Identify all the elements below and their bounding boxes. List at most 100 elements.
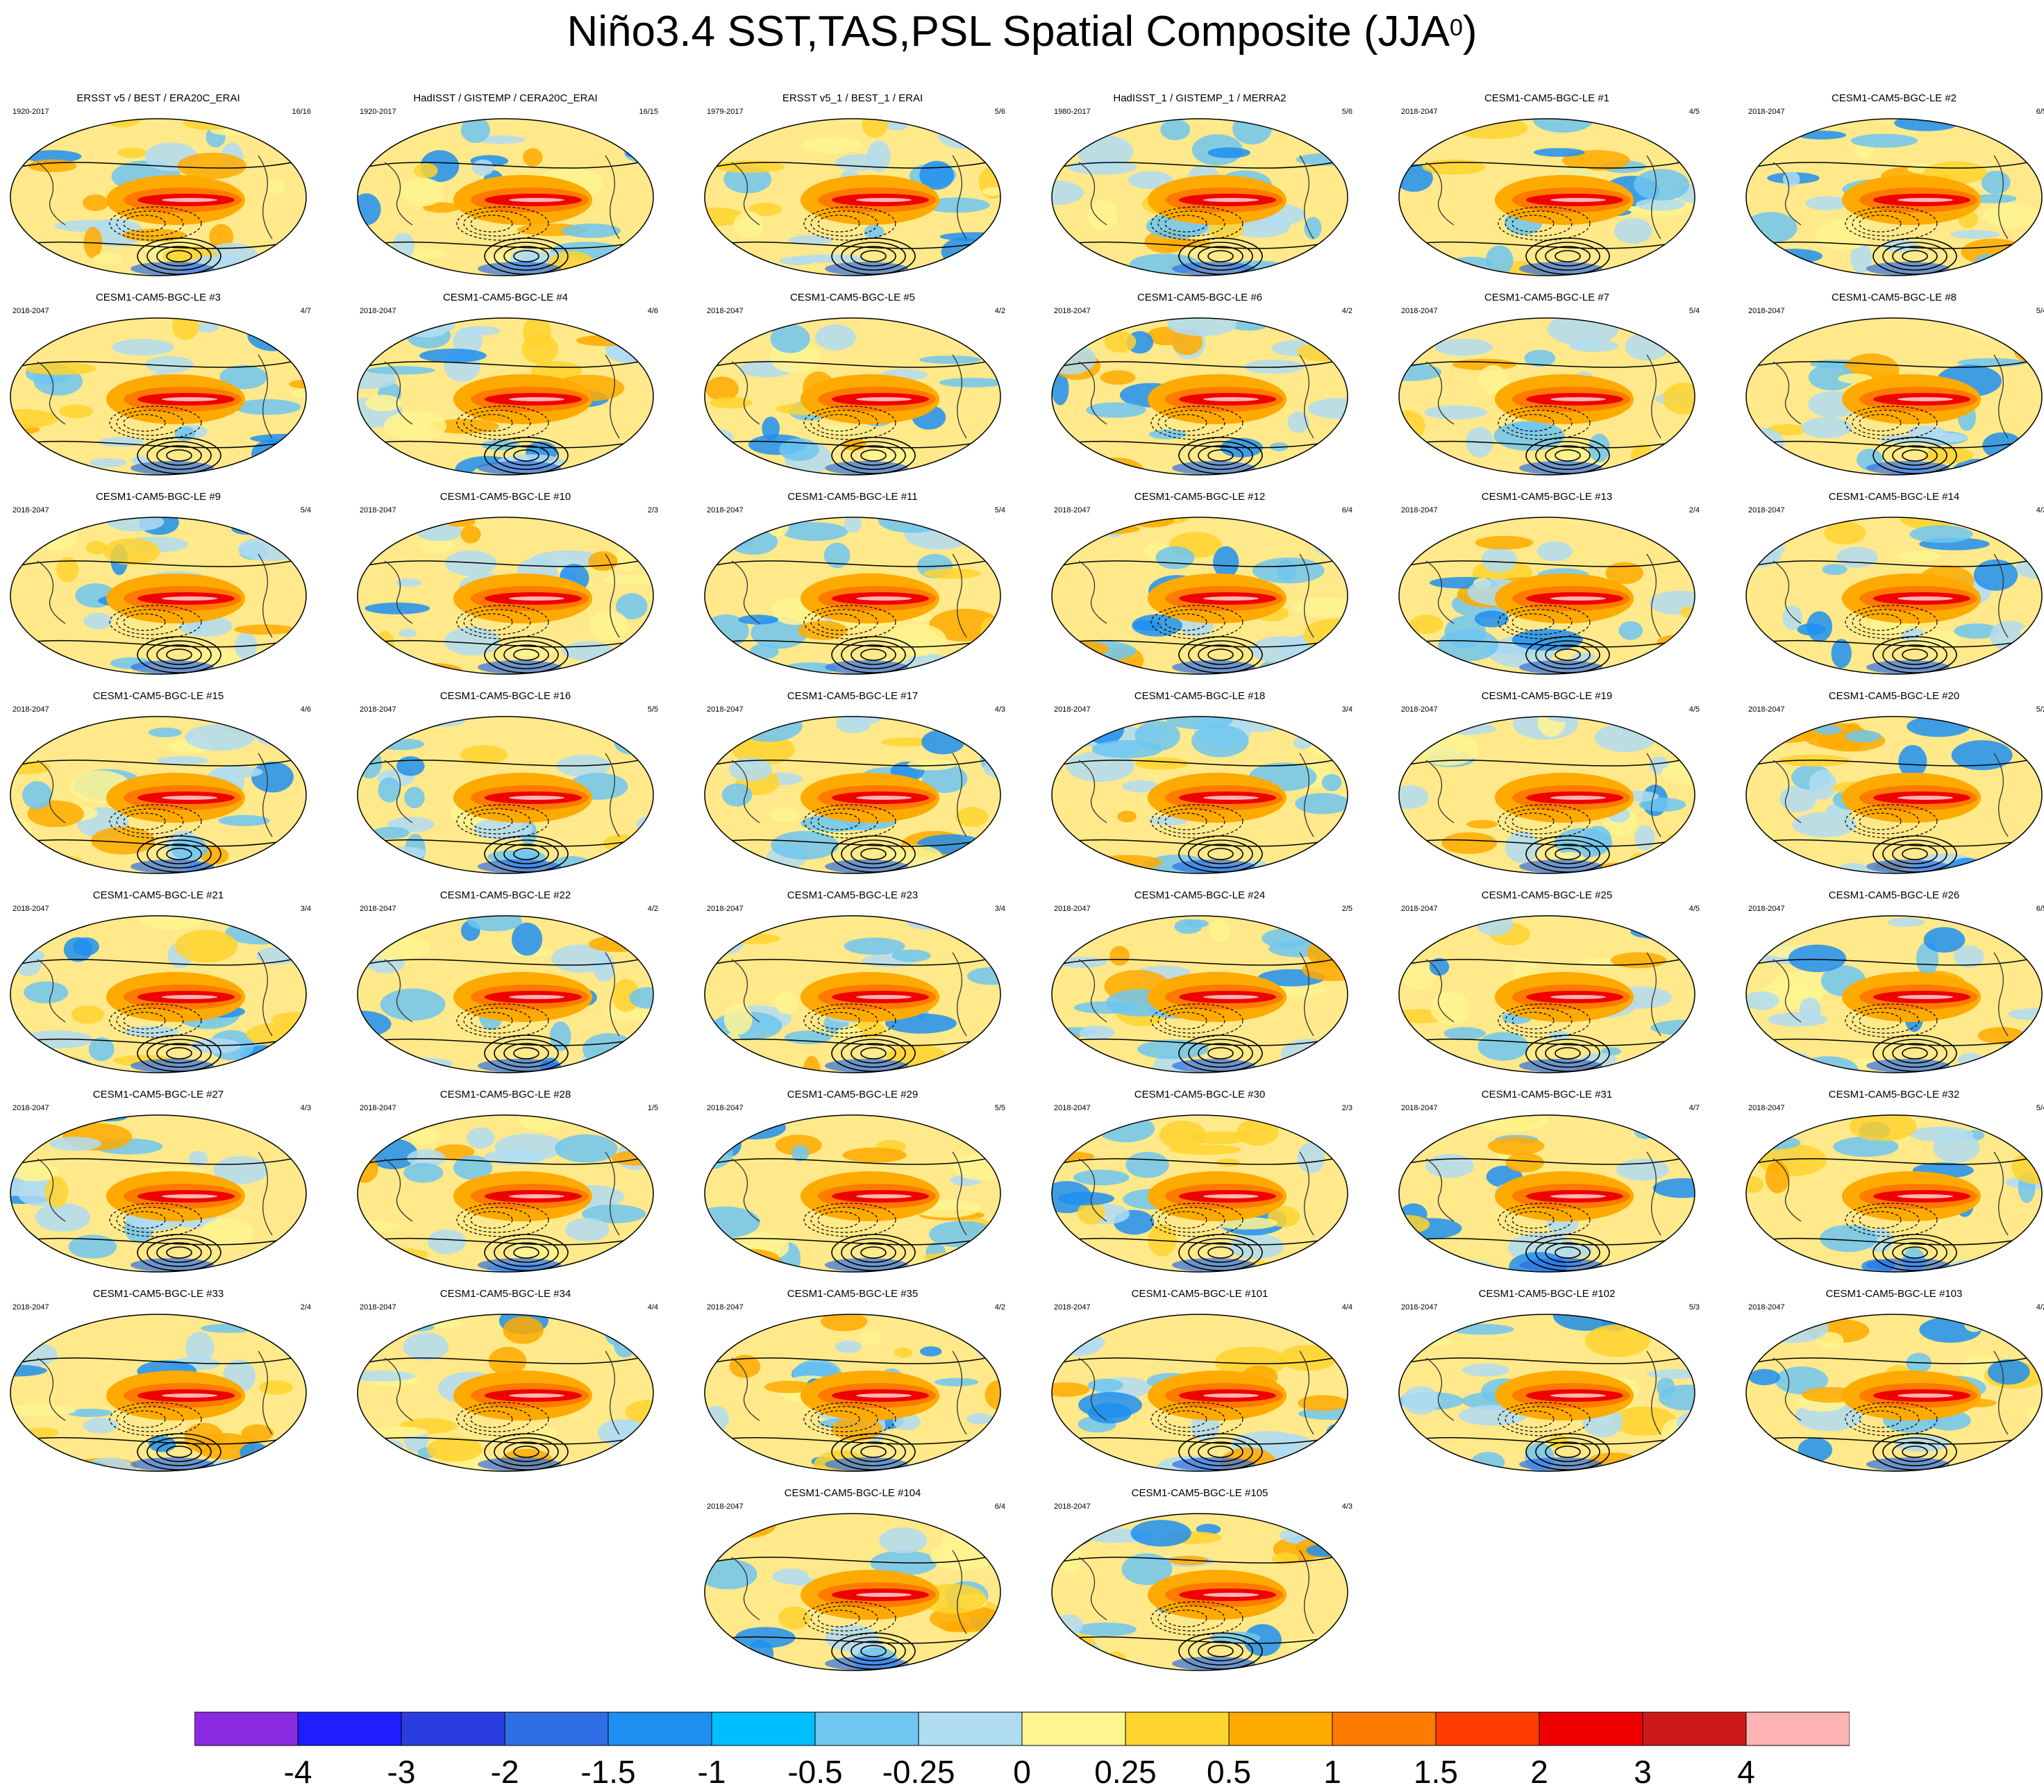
colorbar-swatch (1539, 1711, 1643, 1746)
panel-period: 2018-2047 (1054, 1502, 1091, 1511)
panel-period: 1980-2017 (1054, 108, 1091, 116)
panel-title: CESM1-CAM5-BGC-LE #3 (95, 292, 221, 303)
panel-title: CESM1-CAM5-BGC-LE #18 (1134, 690, 1266, 702)
panel-period: 2018-2047 (12, 905, 49, 913)
panel-period: 2018-2047 (1401, 705, 1438, 714)
colorbar-tick-label: -2 (490, 1754, 519, 1790)
map-panel: CESM1-CAM5-BGC-LE #35 2018-2047 4/2 (700, 1288, 1005, 1475)
composite-map (1398, 716, 1695, 874)
composite-map (1745, 118, 2043, 276)
colorbar-swatch (608, 1711, 712, 1746)
panel-title: CESM1-CAM5-BGC-LE #1 (1484, 92, 1610, 104)
panel-period: 2018-2047 (1748, 506, 1785, 514)
panel-title: HadISST_1 / GISTEMP_1 / MERRA2 (1113, 92, 1287, 104)
panel-period: 2018-2047 (1401, 1303, 1438, 1312)
map-panel: CESM1-CAM5-BGC-LE #12 2018-2047 6/4 (1047, 491, 1352, 678)
panel-period: 2018-2047 (1748, 1104, 1785, 1112)
panel-title: CESM1-CAM5-BGC-LE #19 (1481, 690, 1613, 702)
panel-period: 2018-2047 (1401, 506, 1438, 514)
panel-count: 16/15 (639, 108, 658, 116)
panel-period: 2018-2047 (1054, 905, 1091, 913)
panel-period: 2018-2047 (707, 905, 744, 913)
panel-title: CESM1-CAM5-BGC-LE #26 (1828, 889, 1960, 901)
panel-title: CESM1-CAM5-BGC-LE #2 (1831, 92, 1957, 104)
panel-period: 2018-2047 (360, 307, 396, 315)
panel-count: 4/2 (994, 307, 1005, 315)
panel-period: 2018-2047 (1401, 1104, 1438, 1112)
map-panel: CESM1-CAM5-BGC-LE #25 2018-2047 4/5 (1394, 889, 1700, 1077)
panel-count: 5/4 (2036, 1104, 2044, 1112)
panel-period: 2018-2047 (360, 705, 396, 714)
map-panel: CESM1-CAM5-BGC-LE #104 2018-2047 6/4 (700, 1487, 1005, 1675)
panel-title: CESM1-CAM5-BGC-LE #35 (787, 1288, 919, 1300)
map-panel: ERSST v5 / BEST / ERA20C_ERAI 1920-2017 16… (6, 92, 311, 280)
composite-map (1398, 118, 1695, 276)
map-panel: CESM1-CAM5-BGC-LE #105 2018-2047 4/3 (1047, 1487, 1352, 1675)
panel-title: CESM1-CAM5-BGC-LE #24 (1134, 889, 1266, 901)
composite-map (1398, 915, 1695, 1073)
panel-count: 4/4 (1341, 1303, 1352, 1312)
map-panel: CESM1-CAM5-BGC-LE #5 2018-2047 4/2 (700, 292, 1005, 479)
composite-map (1051, 915, 1348, 1073)
map-panel: CESM1-CAM5-BGC-LE #8 2018-2047 5/4 (1741, 292, 2044, 479)
panel-title: CESM1-CAM5-BGC-LE #11 (787, 491, 918, 503)
panel-title: CESM1-CAM5-BGC-LE #16 (439, 690, 571, 702)
composite-map (1051, 517, 1348, 675)
composite-map (1745, 716, 2043, 874)
panel-period: 2018-2047 (12, 1104, 49, 1112)
map-panel: CESM1-CAM5-BGC-LE #26 2018-2047 6/5 (1741, 889, 2044, 1077)
colorbar-tick-label: 0.25 (1094, 1754, 1157, 1790)
panel-title: CESM1-CAM5-BGC-LE #17 (787, 690, 919, 702)
panel-title: CESM1-CAM5-BGC-LE #27 (92, 1089, 224, 1100)
composite-map (357, 716, 654, 874)
panel-count: 4/3 (994, 705, 1005, 714)
panel-period: 1979-2017 (707, 108, 744, 116)
panel-period: 2018-2047 (1748, 108, 1785, 116)
panel-period: 2018-2047 (1054, 1104, 1091, 1112)
composite-map (10, 716, 307, 874)
panel-count: 1/5 (647, 1104, 658, 1112)
map-panel: HadISST_1 / GISTEMP_1 / MERRA2 1980-2017 5… (1047, 92, 1352, 280)
panel-title: CESM1-CAM5-BGC-LE #23 (787, 889, 919, 901)
composite-map (1051, 1114, 1348, 1273)
colorbar-tick-label: -1 (697, 1754, 726, 1790)
colorbar-swatch (1125, 1711, 1230, 1746)
composite-map (10, 915, 307, 1073)
map-panel: CESM1-CAM5-BGC-LE #1 2018-2047 4/5 (1394, 92, 1700, 280)
panel-title: CESM1-CAM5-BGC-LE #5 (789, 292, 916, 303)
panel-period: 2018-2047 (360, 506, 396, 514)
panel-title: CESM1-CAM5-BGC-LE #7 (1484, 292, 1610, 303)
panel-title: HadISST / GISTEMP / CERA20C_ERAI (413, 92, 598, 104)
panel-title: CESM1-CAM5-BGC-LE #25 (1481, 889, 1613, 901)
map-panel: CESM1-CAM5-BGC-LE #21 2018-2047 3/4 (6, 889, 311, 1077)
panel-period: 2018-2047 (1748, 307, 1785, 315)
panel-count: 4/2 (1341, 307, 1352, 315)
map-panel: CESM1-CAM5-BGC-LE #13 2018-2047 2/4 (1394, 491, 1700, 678)
composite-map (357, 118, 654, 276)
colorbar-swatch (297, 1711, 402, 1746)
panel-period: 2018-2047 (12, 506, 49, 514)
panel-title: CESM1-CAM5-BGC-LE #101 (1131, 1288, 1268, 1300)
map-panel: CESM1-CAM5-BGC-LE #33 2018-2047 2/4 (6, 1288, 311, 1475)
panel-title: CESM1-CAM5-BGC-LE #10 (439, 491, 571, 503)
map-panel: CESM1-CAM5-BGC-LE #3 2018-2047 4/7 (6, 292, 311, 479)
panel-period: 2018-2047 (707, 1303, 744, 1312)
colorbar-tick-label: -0.5 (787, 1754, 843, 1790)
colorbar-swatch (401, 1711, 505, 1746)
panel-title: CESM1-CAM5-BGC-LE #13 (1481, 491, 1613, 503)
map-panel: CESM1-CAM5-BGC-LE #11 2018-2047 5/4 (700, 491, 1005, 678)
panel-count: 5/4 (300, 506, 311, 514)
panel-title: ERSST v5_1 / BEST_1 / ERAI (782, 92, 923, 104)
panel-title: ERSST v5 / BEST / ERA20C_ERAI (76, 92, 240, 104)
panel-title: CESM1-CAM5-BGC-LE #105 (1131, 1487, 1268, 1499)
panel-count: 6/4 (994, 1502, 1005, 1511)
panel-period: 2018-2047 (707, 705, 744, 714)
panel-count: 4/4 (647, 1303, 658, 1312)
colorbar-tick-label: -1.5 (580, 1754, 636, 1790)
panel-count: 5/3 (1689, 1303, 1700, 1312)
panel-period: 2018-2047 (1748, 905, 1785, 913)
composite-map (704, 1114, 1001, 1273)
composite-map (10, 1114, 307, 1273)
composite-map (1745, 317, 2043, 476)
colorbar-tick-label: 0.5 (1207, 1754, 1251, 1790)
